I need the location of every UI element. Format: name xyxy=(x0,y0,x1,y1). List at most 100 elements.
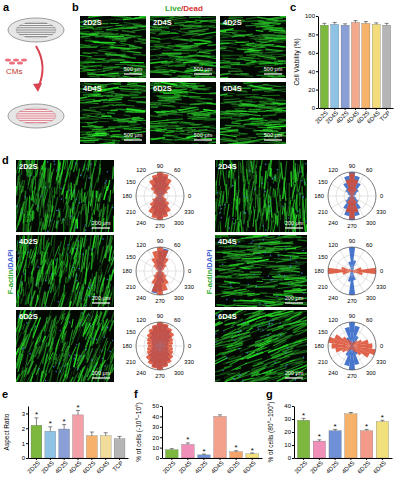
fiber xyxy=(163,139,173,141)
nucleus xyxy=(57,222,59,224)
fiber xyxy=(170,70,193,73)
nucleus xyxy=(254,189,256,191)
fiber xyxy=(153,43,171,45)
rose-wedge xyxy=(160,196,164,198)
fiber xyxy=(162,105,175,107)
fiber xyxy=(302,163,303,179)
fiber xyxy=(215,215,216,221)
fiber xyxy=(296,172,297,181)
fiber xyxy=(243,124,259,125)
nucleus xyxy=(299,193,301,195)
fiber xyxy=(238,176,239,189)
nucleus xyxy=(272,178,274,180)
fiber xyxy=(220,47,226,49)
fiber xyxy=(249,47,264,48)
fiber xyxy=(141,26,146,27)
fiber xyxy=(153,95,162,97)
fiber xyxy=(274,60,283,62)
fiber xyxy=(196,49,216,53)
fiber xyxy=(293,167,295,186)
fiber xyxy=(112,76,118,77)
nucleus xyxy=(301,180,303,182)
fiber xyxy=(242,226,244,232)
fiber xyxy=(92,135,113,137)
fiber xyxy=(90,191,92,205)
fiber xyxy=(98,195,99,202)
fiber xyxy=(155,28,162,29)
rose-wedge xyxy=(352,196,358,213)
fiber xyxy=(89,303,91,307)
fiber xyxy=(139,76,146,78)
fiber xyxy=(299,192,301,206)
cell-icon xyxy=(17,61,23,64)
fiber xyxy=(241,219,243,232)
fiber xyxy=(72,189,74,197)
fiber xyxy=(183,95,200,97)
nucleus xyxy=(62,219,64,221)
fiber xyxy=(164,135,178,136)
nucleus xyxy=(219,205,221,207)
image-label: 2D4S xyxy=(153,18,172,27)
fiber xyxy=(61,218,63,224)
fiber xyxy=(117,73,124,74)
fiber xyxy=(257,21,265,22)
fiber xyxy=(227,111,249,115)
nucleus xyxy=(47,231,49,232)
fiber xyxy=(89,76,100,77)
fiber xyxy=(112,167,114,180)
y-tick: 20 xyxy=(308,87,318,93)
fiber xyxy=(253,96,275,99)
fiber xyxy=(106,96,122,97)
nucleus xyxy=(24,196,26,198)
fiber xyxy=(80,139,99,141)
x-axis: 2D2S2D4S4D2S4D4S6D2S6D4STCP xyxy=(314,108,393,125)
fiber xyxy=(112,105,125,106)
angle-label: 150 xyxy=(126,179,136,185)
fiber xyxy=(66,204,68,226)
fiber xyxy=(150,120,169,122)
fiber xyxy=(186,86,205,89)
fiber xyxy=(69,258,75,277)
nucleus xyxy=(224,204,226,206)
fiber xyxy=(266,110,282,112)
fiber xyxy=(88,160,92,172)
fiber xyxy=(227,218,229,232)
fiber xyxy=(194,43,208,44)
fiber xyxy=(290,171,292,187)
rose-wedge xyxy=(160,196,170,206)
fiber xyxy=(162,113,183,115)
error-cap xyxy=(374,22,378,23)
scaffold-fiber xyxy=(17,118,55,119)
fiber xyxy=(33,211,34,219)
fiber xyxy=(215,214,217,232)
nucleus xyxy=(277,169,279,171)
fiber xyxy=(110,117,128,120)
fiber xyxy=(218,225,219,232)
axis-line xyxy=(319,108,394,109)
fiber xyxy=(222,73,229,75)
nucleus xyxy=(88,177,90,179)
tick-mark xyxy=(316,71,318,72)
fiber xyxy=(81,133,87,135)
fiber xyxy=(138,39,146,41)
nucleus xyxy=(76,199,78,201)
fiber xyxy=(112,140,120,142)
fiber xyxy=(183,75,199,76)
fiber xyxy=(52,221,55,232)
fiber xyxy=(161,31,170,33)
figure: abcdefgCMsLive/Dead2D2S500 μm2D4S500 μm4… xyxy=(0,0,396,485)
fiber xyxy=(103,66,124,68)
fiber xyxy=(80,65,87,67)
rose-wedge xyxy=(149,179,160,196)
fiber xyxy=(87,73,96,74)
nucleus xyxy=(261,183,263,185)
fiber xyxy=(100,19,117,22)
fiber xyxy=(97,51,116,54)
fiber xyxy=(277,211,279,227)
nucleus xyxy=(69,190,71,192)
fiber xyxy=(153,48,161,49)
tick-label: 40 xyxy=(308,69,315,75)
bar xyxy=(351,22,359,108)
fiber xyxy=(133,117,144,119)
nucleus xyxy=(53,160,55,162)
